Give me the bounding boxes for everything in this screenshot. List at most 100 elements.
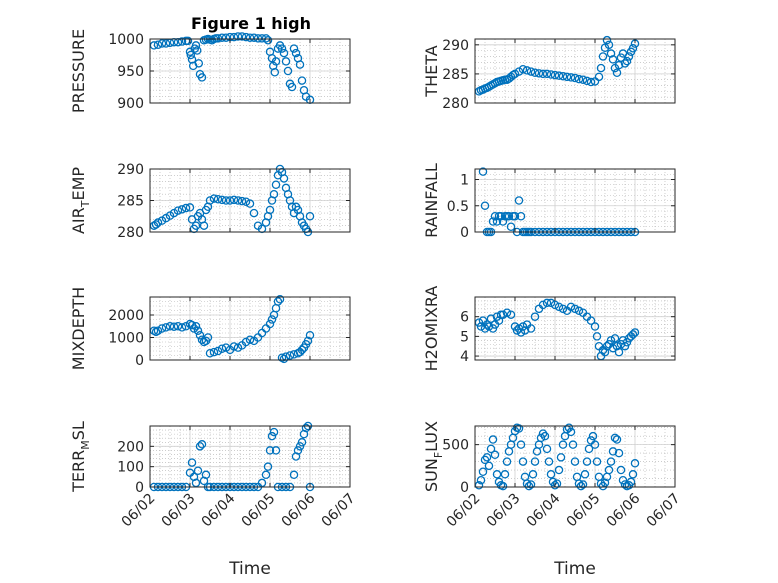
data-point bbox=[297, 345, 307, 355]
data-point bbox=[614, 347, 624, 357]
data-point bbox=[245, 199, 255, 208]
data-point bbox=[229, 32, 239, 42]
data-point bbox=[542, 444, 552, 454]
data-point bbox=[570, 457, 580, 466]
data-point bbox=[205, 348, 215, 358]
data-point bbox=[157, 324, 167, 333]
y-tick-label: 100 bbox=[117, 460, 144, 476]
data-point bbox=[608, 55, 618, 64]
data-point bbox=[630, 459, 640, 468]
y-tick-label: 200 bbox=[117, 439, 144, 455]
data-point bbox=[542, 69, 552, 79]
y-tick-label: 5 bbox=[460, 329, 469, 345]
data-point bbox=[554, 71, 564, 80]
data-point bbox=[269, 427, 279, 437]
data-point bbox=[514, 196, 524, 205]
data-point bbox=[506, 222, 516, 231]
data-point bbox=[622, 338, 632, 347]
data-point bbox=[586, 77, 596, 87]
data-point bbox=[630, 328, 640, 337]
data-point bbox=[496, 211, 506, 221]
y-tick-label: 2000 bbox=[108, 308, 144, 324]
data-point bbox=[566, 427, 576, 437]
data-point bbox=[596, 63, 606, 73]
axes-box bbox=[474, 168, 676, 233]
data-point bbox=[628, 330, 638, 339]
data-point bbox=[530, 457, 540, 466]
data-point bbox=[281, 57, 291, 66]
data-point bbox=[221, 196, 231, 205]
data-point bbox=[197, 440, 207, 449]
data-point bbox=[267, 315, 277, 324]
data-point bbox=[546, 70, 556, 79]
y-axis-label: SUNFLUX bbox=[422, 421, 445, 492]
y-tick-label: 0.5 bbox=[447, 199, 469, 215]
data-point bbox=[578, 480, 588, 489]
data-point bbox=[536, 433, 546, 443]
y-tick-label: 0 bbox=[460, 480, 469, 496]
y-tick-label: 280 bbox=[442, 96, 469, 112]
data-point bbox=[261, 470, 271, 480]
data-point bbox=[566, 73, 576, 82]
data-point bbox=[165, 321, 175, 331]
subplot-3: 280 285 290 AIRTEMP bbox=[69, 162, 351, 241]
y-tick-label: 950 bbox=[117, 64, 144, 80]
y-tick-label: 1 bbox=[460, 173, 469, 189]
data-point bbox=[570, 73, 580, 83]
data-point bbox=[550, 300, 560, 310]
data-point bbox=[273, 297, 283, 306]
data-point bbox=[305, 211, 315, 221]
data-point bbox=[590, 440, 600, 449]
y-tick-label: 500 bbox=[442, 438, 469, 454]
data-point bbox=[544, 457, 554, 466]
data-point bbox=[209, 347, 219, 357]
data-point bbox=[191, 41, 201, 50]
data-point bbox=[524, 481, 534, 491]
data-point bbox=[492, 312, 502, 321]
data-point bbox=[522, 66, 532, 75]
data-point bbox=[205, 196, 215, 205]
data-point bbox=[193, 326, 203, 335]
data-series bbox=[149, 32, 315, 105]
data-point bbox=[498, 310, 508, 319]
data-point bbox=[612, 435, 622, 444]
x-axis-label: Time bbox=[553, 559, 596, 579]
data-point bbox=[249, 208, 259, 218]
data-point bbox=[492, 470, 502, 479]
data-point bbox=[217, 195, 227, 205]
data-point bbox=[283, 66, 293, 76]
data-point bbox=[277, 44, 287, 53]
data-point bbox=[207, 36, 217, 45]
plot-area bbox=[475, 39, 675, 103]
data-point bbox=[213, 194, 223, 204]
data-point bbox=[153, 40, 163, 50]
data-point bbox=[151, 220, 161, 229]
y-tick-label: 0 bbox=[460, 225, 469, 241]
data-point bbox=[550, 70, 560, 80]
data-point bbox=[241, 32, 251, 42]
data-point bbox=[506, 310, 516, 319]
data-point bbox=[608, 447, 618, 456]
data-point bbox=[261, 34, 271, 43]
data-point bbox=[510, 211, 520, 221]
data-point bbox=[275, 294, 285, 304]
data-point bbox=[241, 197, 251, 207]
data-point bbox=[297, 438, 307, 447]
y-label-subscript: F bbox=[432, 452, 445, 458]
data-point bbox=[616, 339, 626, 349]
data-point bbox=[161, 323, 171, 332]
data-point bbox=[566, 302, 576, 312]
axes-box bbox=[474, 38, 676, 104]
data-point bbox=[199, 221, 209, 230]
y-label-main: SUN bbox=[422, 458, 441, 492]
data-point bbox=[526, 480, 536, 489]
x-axis-label: Time bbox=[228, 559, 271, 579]
data-point bbox=[558, 304, 568, 314]
y-label-rest: EMP bbox=[69, 167, 88, 201]
data-point bbox=[195, 442, 205, 451]
data-point bbox=[614, 448, 624, 458]
data-point bbox=[574, 306, 584, 316]
y-tick-label: 1000 bbox=[108, 331, 144, 347]
